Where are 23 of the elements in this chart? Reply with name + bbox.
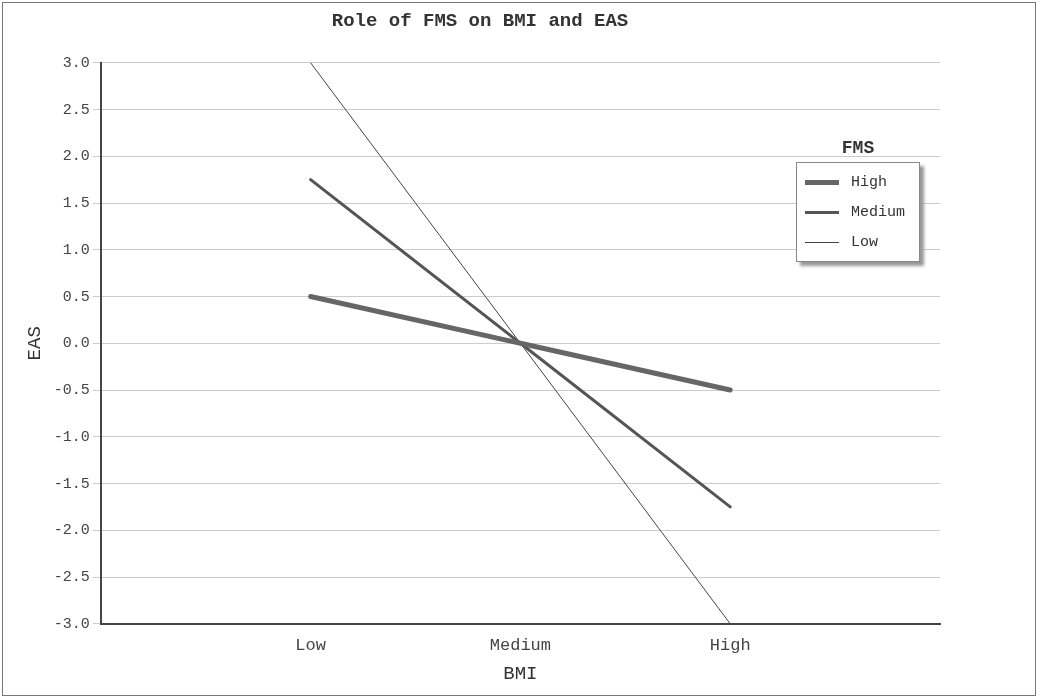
y-tick-label: 0.5: [62, 288, 90, 306]
y-tick-label: -2.5: [53, 569, 90, 587]
y-tick-label: 2.5: [62, 101, 90, 119]
y-tick-label: -0.5: [53, 382, 90, 400]
chart-title: Role of FMS on BMI and EAS: [331, 10, 629, 33]
legend-title: FMS: [840, 138, 876, 158]
x-tick-label: Medium: [489, 635, 552, 655]
y-tick-label: 0.0: [62, 335, 90, 353]
y-tick-label: -3.0: [53, 615, 90, 633]
legend-label: High: [850, 173, 887, 191]
legend-label: Medium: [850, 203, 905, 221]
x-tick-label: High: [709, 635, 751, 655]
x-tick-label: Low: [295, 635, 327, 655]
legend-label: Low: [850, 233, 878, 251]
x-axis-title: BMI: [503, 662, 538, 685]
y-tick-label: -1.5: [53, 475, 90, 493]
y-axis-title: EAS: [24, 326, 47, 361]
y-tick-label: 2.0: [62, 148, 90, 166]
y-tick-label: 1.5: [62, 195, 90, 213]
y-tick-label: 1.0: [62, 241, 90, 259]
y-tick-label: -1.0: [53, 428, 90, 446]
y-tick-label: 3.0: [62, 54, 90, 72]
y-tick-label: -2.0: [53, 522, 90, 540]
